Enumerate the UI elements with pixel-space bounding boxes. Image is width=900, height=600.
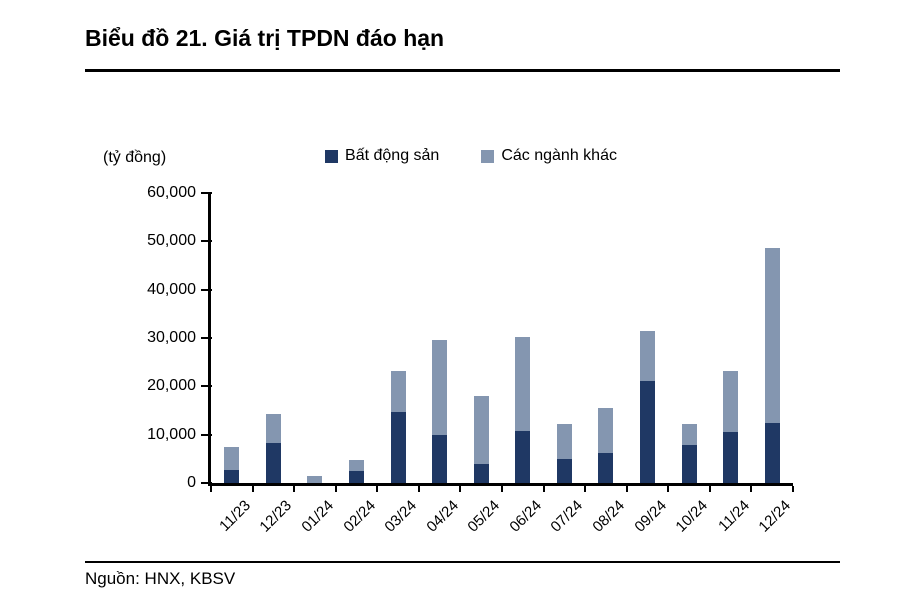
x-axis-tick bbox=[584, 486, 587, 492]
bar-09/24 bbox=[640, 331, 655, 483]
y-axis-tick bbox=[201, 482, 212, 484]
bar-segment-10/24 bbox=[681, 423, 697, 446]
bar-segment-03/24 bbox=[390, 412, 406, 483]
y-axis-tick bbox=[201, 288, 212, 291]
y-axis-tick-label: 30,000 bbox=[147, 329, 196, 346]
x-axis-tick-label: 04/24 bbox=[423, 497, 462, 536]
x-axis-tick bbox=[293, 486, 296, 492]
y-axis-tick-label: 0 bbox=[187, 474, 196, 491]
x-axis-tick bbox=[750, 486, 753, 492]
y-axis-tick bbox=[201, 192, 212, 194]
bar-03/24 bbox=[390, 371, 406, 483]
bar-chart-plot-area: 0 10,000 20,000 30,000 40,000 50,000 60,000 11/… bbox=[147, 184, 794, 536]
bar-11/24 bbox=[723, 371, 739, 483]
bar-segment-12/23 bbox=[265, 443, 281, 483]
bar-segment-02/24 bbox=[349, 470, 364, 483]
bar-segment-08/24 bbox=[598, 452, 614, 483]
y-axis-tick-label: 20,000 bbox=[147, 377, 196, 395]
x-axis-tick bbox=[667, 486, 670, 492]
bar-segment-12/23 bbox=[265, 413, 281, 444]
bar-01/24 bbox=[307, 475, 323, 483]
bar-04/24 bbox=[432, 339, 448, 483]
y-axis-tick bbox=[201, 433, 212, 436]
y-axis-tick-label: 40,000 bbox=[147, 280, 196, 298]
bar-02/24 bbox=[349, 459, 364, 483]
bar-segment-06/24 bbox=[515, 337, 531, 431]
y-axis-tick-label: 10,000 bbox=[147, 425, 196, 443]
legend-label-other-sectors: Các ngành khác bbox=[501, 147, 617, 164]
x-axis-tick bbox=[501, 486, 503, 492]
x-axis-tick-label: 03/24 bbox=[381, 497, 421, 536]
bar-segment-11/24 bbox=[723, 371, 739, 432]
chart-title: Biểu đồ 21. Giá trị TPDN đáo hạn bbox=[85, 25, 445, 51]
x-axis-tick bbox=[459, 486, 462, 492]
x-axis-tick-label: 11/24 bbox=[714, 497, 753, 535]
bar-segment-11/23 bbox=[224, 470, 240, 483]
bar-segment-11/23 bbox=[224, 447, 240, 471]
x-axis-tick-label: 07/24 bbox=[547, 497, 587, 536]
bar-segment-05/24 bbox=[473, 464, 489, 483]
bar-segment-06/24 bbox=[515, 430, 531, 483]
bar-segment-11/24 bbox=[723, 431, 739, 483]
x-axis-tick-label: 09/24 bbox=[630, 497, 670, 536]
bar-07/24 bbox=[556, 423, 572, 483]
bar-segment-09/24 bbox=[640, 380, 655, 483]
x-axis-tick bbox=[542, 486, 545, 492]
y-axis-tick bbox=[201, 240, 212, 243]
x-axis-tick-label: 02/24 bbox=[339, 497, 379, 536]
bar-06/24 bbox=[515, 337, 531, 483]
y-axis-tick-label: 60,000 bbox=[147, 184, 196, 201]
x-axis-tick-label: 11/23 bbox=[216, 497, 254, 535]
x-axis-tick bbox=[708, 486, 711, 492]
bar-segment-05/24 bbox=[473, 395, 489, 465]
x-axis-tick-label: 06/24 bbox=[506, 497, 545, 536]
bar-segment-09/24 bbox=[640, 331, 655, 381]
x-axis-tick-label: 05/24 bbox=[464, 497, 504, 536]
legend-swatch-other-sectors-icon bbox=[481, 149, 495, 163]
x-axis-tick-label: 01/24 bbox=[298, 497, 337, 536]
x-axis-tick bbox=[625, 486, 628, 492]
x-axis-tick bbox=[210, 486, 212, 492]
x-axis-tick bbox=[334, 486, 337, 492]
legend-item-other-sectors: Các ngành khác bbox=[481, 147, 617, 165]
x-axis-tick bbox=[792, 486, 794, 492]
legend-item-real-estate: Bất động sản bbox=[325, 147, 439, 165]
legend-label-real-estate: Bất động sản bbox=[345, 147, 440, 164]
source-note: Nguồn: HNX, KBSV bbox=[85, 569, 236, 588]
bar-segment-12/24 bbox=[764, 247, 780, 424]
bar-12/23 bbox=[265, 413, 281, 483]
bar-segment-07/24 bbox=[556, 423, 572, 460]
bar-10/24 bbox=[681, 423, 697, 483]
bar-segment-03/24 bbox=[390, 371, 406, 413]
bar-11/23 bbox=[224, 447, 240, 483]
bar-segment-12/24 bbox=[764, 423, 780, 483]
bar-05/24 bbox=[473, 395, 489, 483]
y-axis-unit-label: (tỷ đồng) bbox=[103, 149, 167, 166]
chart-legend: Bất động sản Các ngành khác bbox=[180, 147, 762, 165]
x-axis-tick bbox=[376, 486, 379, 492]
x-axis-tick-label: 12/24 bbox=[755, 497, 795, 536]
bar-segment-07/24 bbox=[556, 459, 572, 483]
x-axis-tick-label: 12/23 bbox=[256, 497, 296, 536]
bar-segment-10/24 bbox=[681, 445, 697, 483]
bar-segment-04/24 bbox=[432, 434, 448, 483]
bar-segment-08/24 bbox=[598, 408, 614, 453]
bar-segment-01/24 bbox=[307, 475, 323, 483]
bar-segment-02/24 bbox=[349, 459, 364, 471]
x-axis-tick-label: 08/24 bbox=[589, 497, 628, 536]
x-axis-tick-label: 10/24 bbox=[672, 497, 712, 536]
legend-swatch-real-estate-icon bbox=[325, 149, 339, 163]
y-axis-tick bbox=[201, 337, 212, 339]
bar-segment-04/24 bbox=[432, 339, 448, 435]
x-axis-tick bbox=[417, 486, 420, 492]
bar-12/24 bbox=[764, 247, 780, 483]
bar-08/24 bbox=[598, 408, 614, 483]
x-axis-tick bbox=[251, 486, 254, 492]
y-axis-tick bbox=[201, 385, 212, 388]
title-divider bbox=[85, 69, 840, 72]
footer-divider bbox=[85, 561, 840, 563]
y-axis-tick-label: 50,000 bbox=[147, 232, 196, 250]
